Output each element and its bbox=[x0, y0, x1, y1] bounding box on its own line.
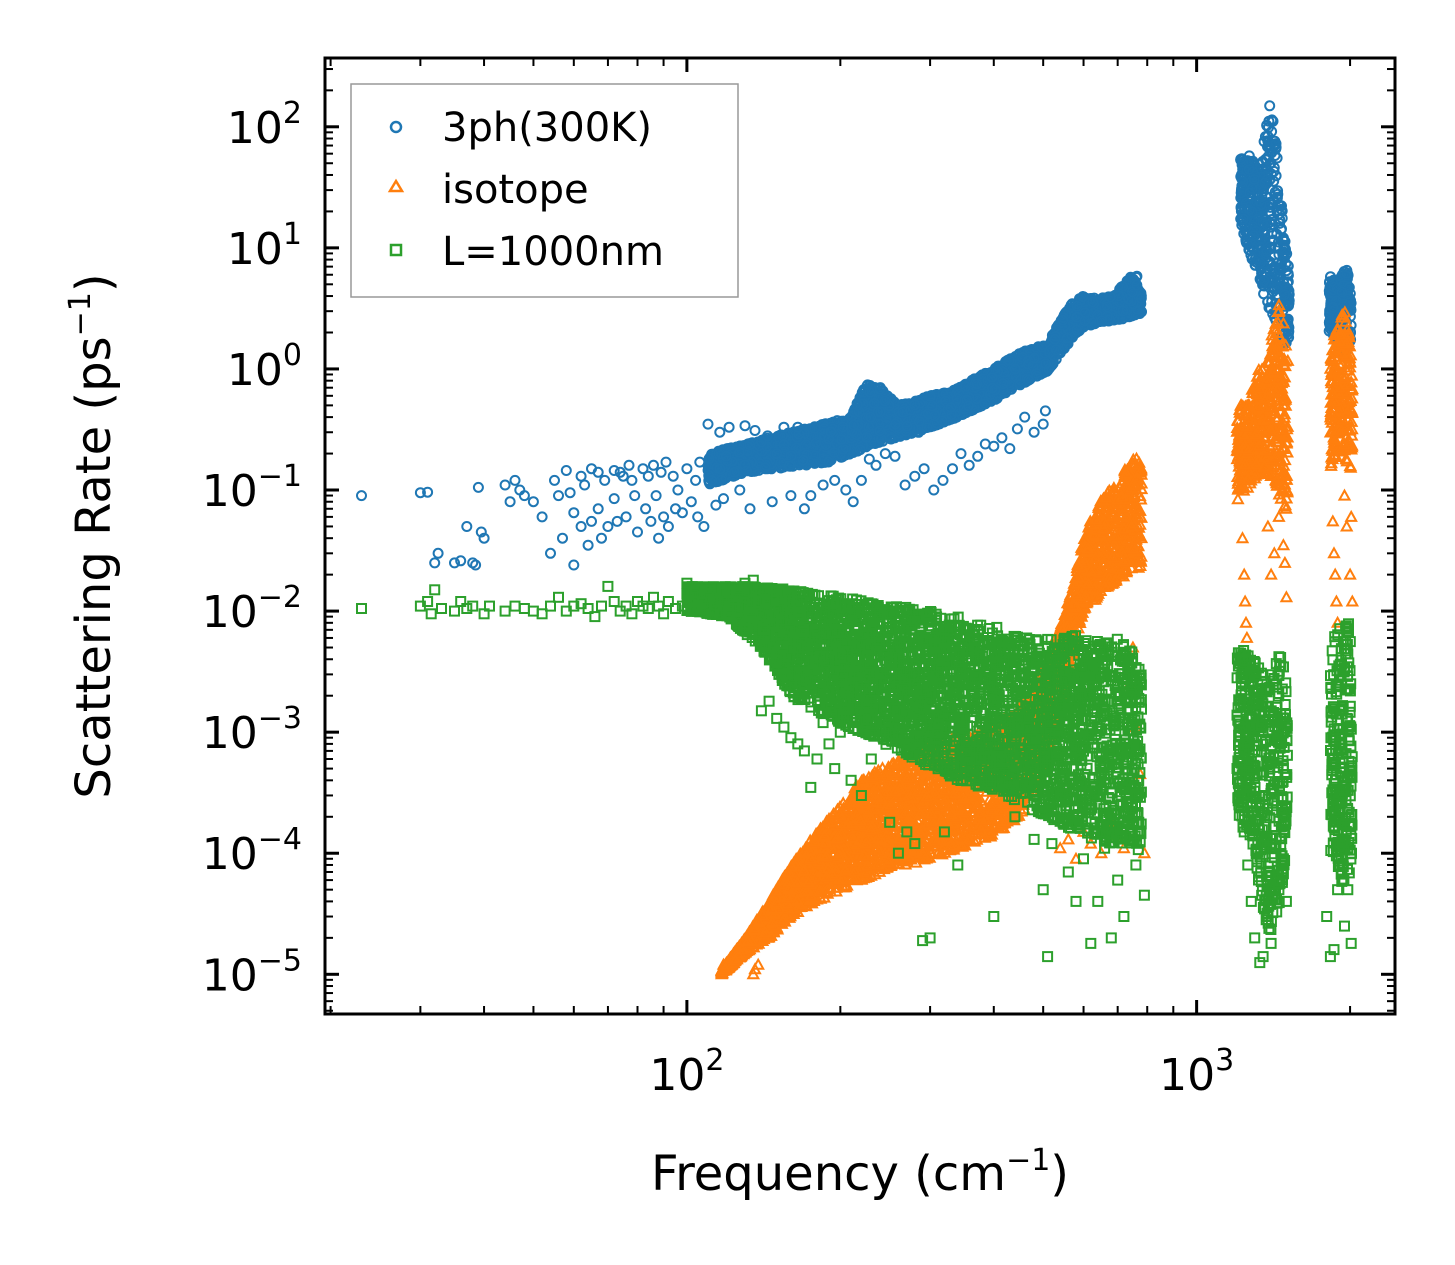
series-0-group bbox=[356, 100, 1357, 571]
data-points bbox=[356, 100, 1359, 980]
